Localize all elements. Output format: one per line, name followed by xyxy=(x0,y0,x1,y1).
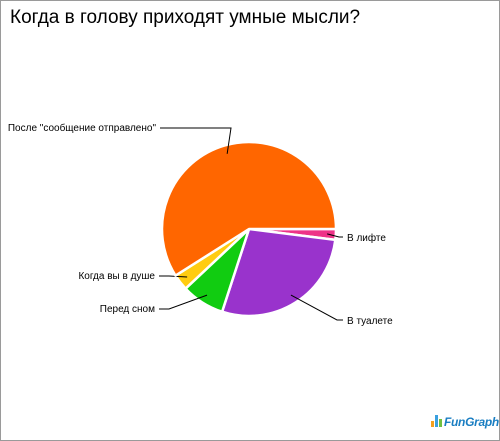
slice-label: В туалете xyxy=(347,316,393,327)
slice-label: Когда вы в душе xyxy=(78,271,155,282)
logo-bar xyxy=(431,421,434,427)
pie-slice xyxy=(220,227,337,318)
leader-line xyxy=(160,127,232,154)
chart-title: Когда в голову приходят умные мысли? xyxy=(10,7,361,28)
leader-line xyxy=(159,275,188,278)
leader-line xyxy=(327,233,343,238)
logo-bar xyxy=(435,415,438,427)
logo-text: FunGraph xyxy=(444,415,499,429)
logo-bars-icon xyxy=(431,415,443,427)
leader-line xyxy=(290,294,343,321)
slice-label: После "сообщение отправлено" xyxy=(8,122,157,134)
slice-label: В лифте xyxy=(347,232,386,244)
leader-line xyxy=(159,294,208,310)
fungraph-logo: FunGraph xyxy=(431,415,499,429)
slice-label: Перед сном xyxy=(100,304,155,315)
pie-slice xyxy=(160,140,338,277)
logo-bar xyxy=(439,419,442,427)
